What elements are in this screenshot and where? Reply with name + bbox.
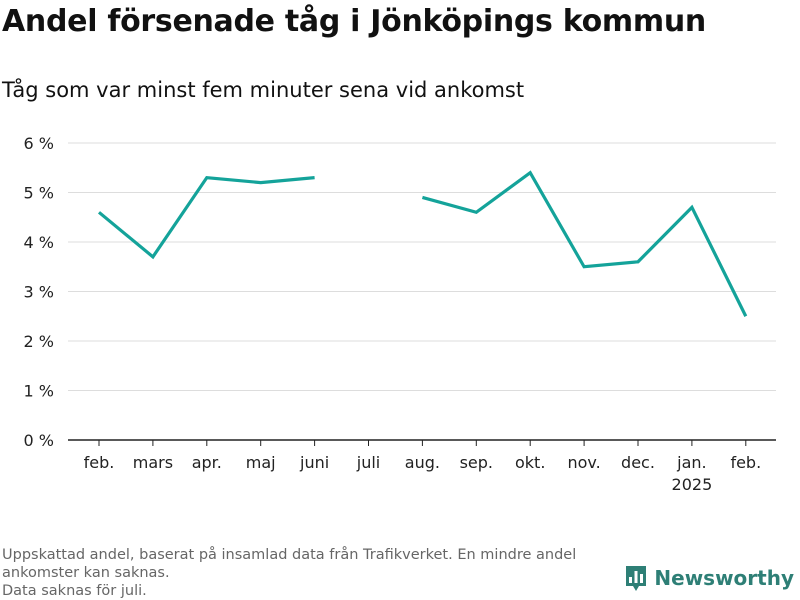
line-chart: 0 % 1 % 2 % 3 % 4 % 5 % 6 % feb. mars apr. maj jun…: [24, 134, 776, 494]
footnote: Uppskattad andel, baserat på insamlad da…: [2, 546, 642, 600]
x-tick-label: sep.: [460, 453, 493, 472]
footnote-line-1: Uppskattad andel, baserat på insamlad da…: [2, 547, 577, 581]
x-tick-label: feb.: [730, 453, 761, 472]
x-tick-label: aug.: [405, 453, 440, 472]
x-tick-label: okt.: [515, 453, 545, 472]
y-tick-label: 3 %: [24, 283, 54, 302]
x-tick-label: juni: [299, 453, 329, 472]
footnote-line-2: Data saknas för juli.: [2, 583, 147, 599]
y-tick-label: 5 %: [24, 184, 54, 203]
series-line: [97, 175, 315, 260]
bar-chart-icon: [626, 566, 647, 591]
brand-logo: Newsworthy: [624, 564, 794, 592]
x-tick-label: juli: [356, 453, 380, 472]
x-tick-label: dec.: [621, 453, 655, 472]
x-tick-label: feb.: [84, 453, 115, 472]
y-tick-label: 6 %: [24, 134, 54, 153]
grid-lines: [68, 142, 776, 391]
y-tick-label: 2 %: [24, 332, 54, 351]
x-tick-label: jan.: [676, 453, 706, 472]
x-tick-label: nov.: [567, 453, 600, 472]
y-tick-label: 4 %: [24, 233, 54, 252]
x-axis-ticks: feb. mars apr. maj juni juli aug. sep. okt. nov. d…: [84, 440, 761, 494]
chart-title: Andel försenade tåg i Jönköpings kommun: [2, 4, 706, 39]
x-tick-label: apr.: [192, 453, 222, 472]
y-tick-label: 1 %: [24, 382, 54, 401]
chart-subtitle: Tåg som var minst fem minuter sena vid a…: [2, 78, 525, 102]
y-tick-label: 0 %: [24, 431, 54, 450]
x-tick-label: maj: [246, 453, 276, 472]
series-line: [421, 170, 748, 317]
series-lines: [97, 170, 748, 317]
brand-name: Newsworthy: [654, 566, 794, 590]
x-tick-year-label: 2025: [672, 475, 713, 494]
x-tick-label: mars: [133, 453, 173, 472]
y-axis-ticks: 0 % 1 % 2 % 3 % 4 % 5 % 6 %: [24, 134, 54, 450]
